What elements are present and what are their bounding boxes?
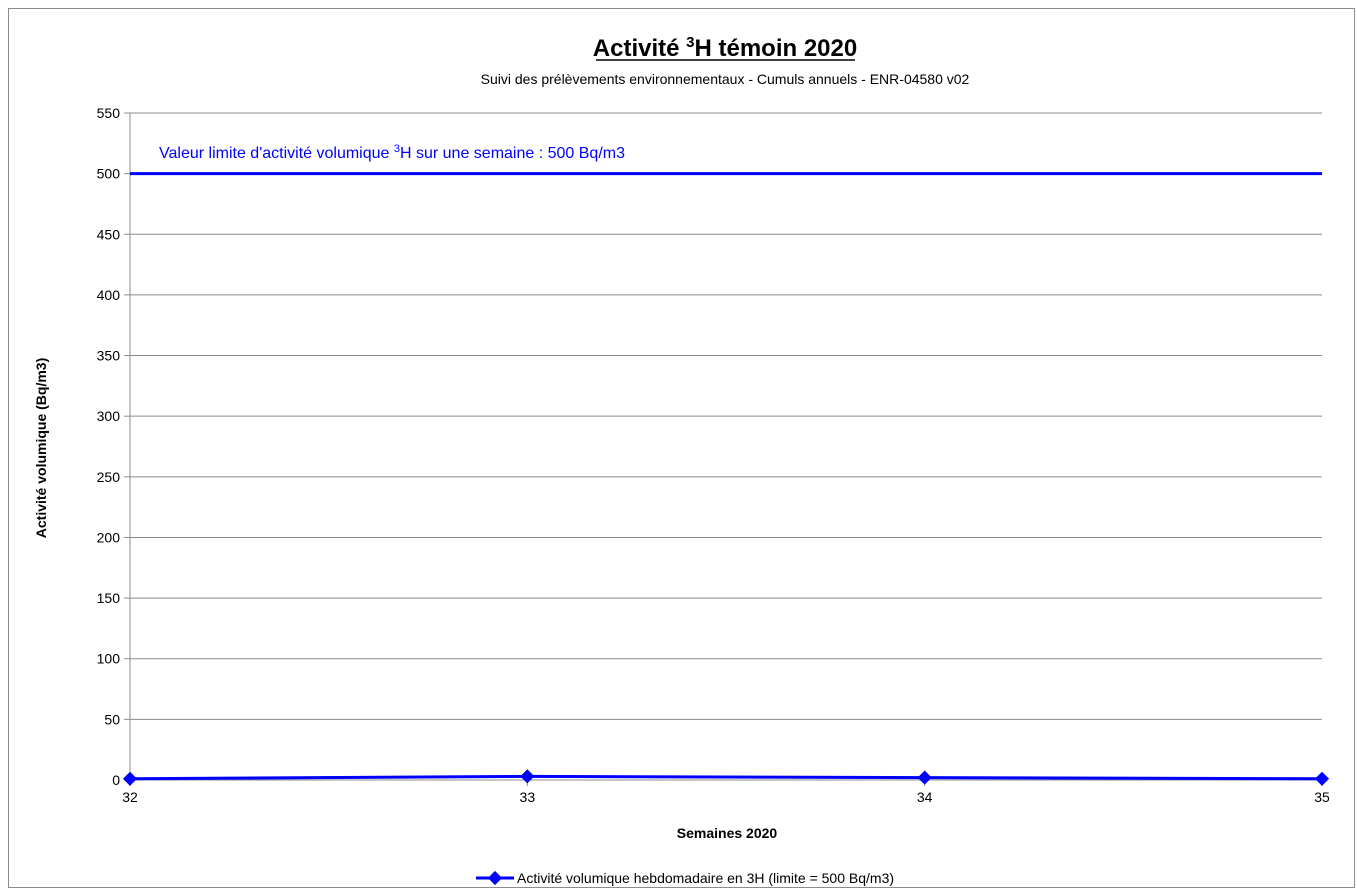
y-tick-label-400: 400 — [97, 287, 121, 303]
grid-layer — [124, 112, 1323, 786]
chart-frame — [8, 8, 1355, 888]
title-superscript: 3 — [686, 34, 694, 51]
y-tick-label-200: 200 — [97, 529, 121, 545]
series-line-0 — [129, 774, 1323, 781]
y-tick-label-550: 550 — [97, 105, 121, 121]
y-tick-label-300: 300 — [97, 408, 121, 424]
y-tick-label-100: 100 — [97, 651, 121, 667]
limit-annotation-suffix: H sur une semaine : 500 Bq/m3 — [400, 145, 625, 162]
data-point-week-34 — [917, 770, 932, 785]
data-point-week-33 — [520, 769, 535, 784]
title-prefix: Activité — [593, 35, 686, 62]
y-tick-label-450: 450 — [97, 226, 121, 242]
x-axis-label: Semaines 2020 — [677, 825, 778, 841]
limit-annotation: Valeur limite d'activité volumique 3H su… — [159, 143, 625, 162]
y-tick-label-250: 250 — [97, 469, 121, 485]
title-suffix: H témoin 2020 — [694, 35, 857, 62]
y-tick-label-500: 500 — [97, 166, 121, 182]
legend: Activité volumique hebdomadaire en 3H (l… — [476, 870, 894, 886]
x-tick-label-32: 32 — [122, 789, 138, 805]
y-tick-labels: 0 50 100 150 200 250 300 350 400 450 500 550 — [97, 105, 121, 788]
y-tick-label-0: 0 — [112, 772, 120, 788]
limit-annotation-superscript: 3 — [394, 143, 400, 155]
x-tick-labels: 32 33 34 35 — [122, 789, 1330, 805]
chart-title: Activité 3H témoin 2020 — [593, 34, 857, 62]
legend-diamond-marker — [487, 870, 503, 886]
y-tick-label-150: 150 — [97, 590, 121, 606]
data-point-week-35 — [1314, 771, 1330, 786]
y-axis-label: Activité volumique (Bq/m3) — [33, 358, 49, 538]
x-tick-label-35: 35 — [1314, 789, 1330, 805]
y-tick-label-50: 50 — [104, 711, 120, 727]
x-tick-label-33: 33 — [520, 789, 536, 805]
y-tick-label-350: 350 — [97, 348, 121, 364]
series-layer — [122, 769, 1330, 786]
legend-entry: Activité volumique hebdomadaire en 3H (l… — [517, 870, 894, 886]
chart-subtitle: Suivi des prélèvements environnementaux … — [481, 71, 970, 87]
x-tick-label-34: 34 — [917, 789, 933, 805]
data-point-week-32 — [122, 771, 138, 786]
limit-annotation-prefix: Valeur limite d'activité volumique — [159, 145, 394, 162]
